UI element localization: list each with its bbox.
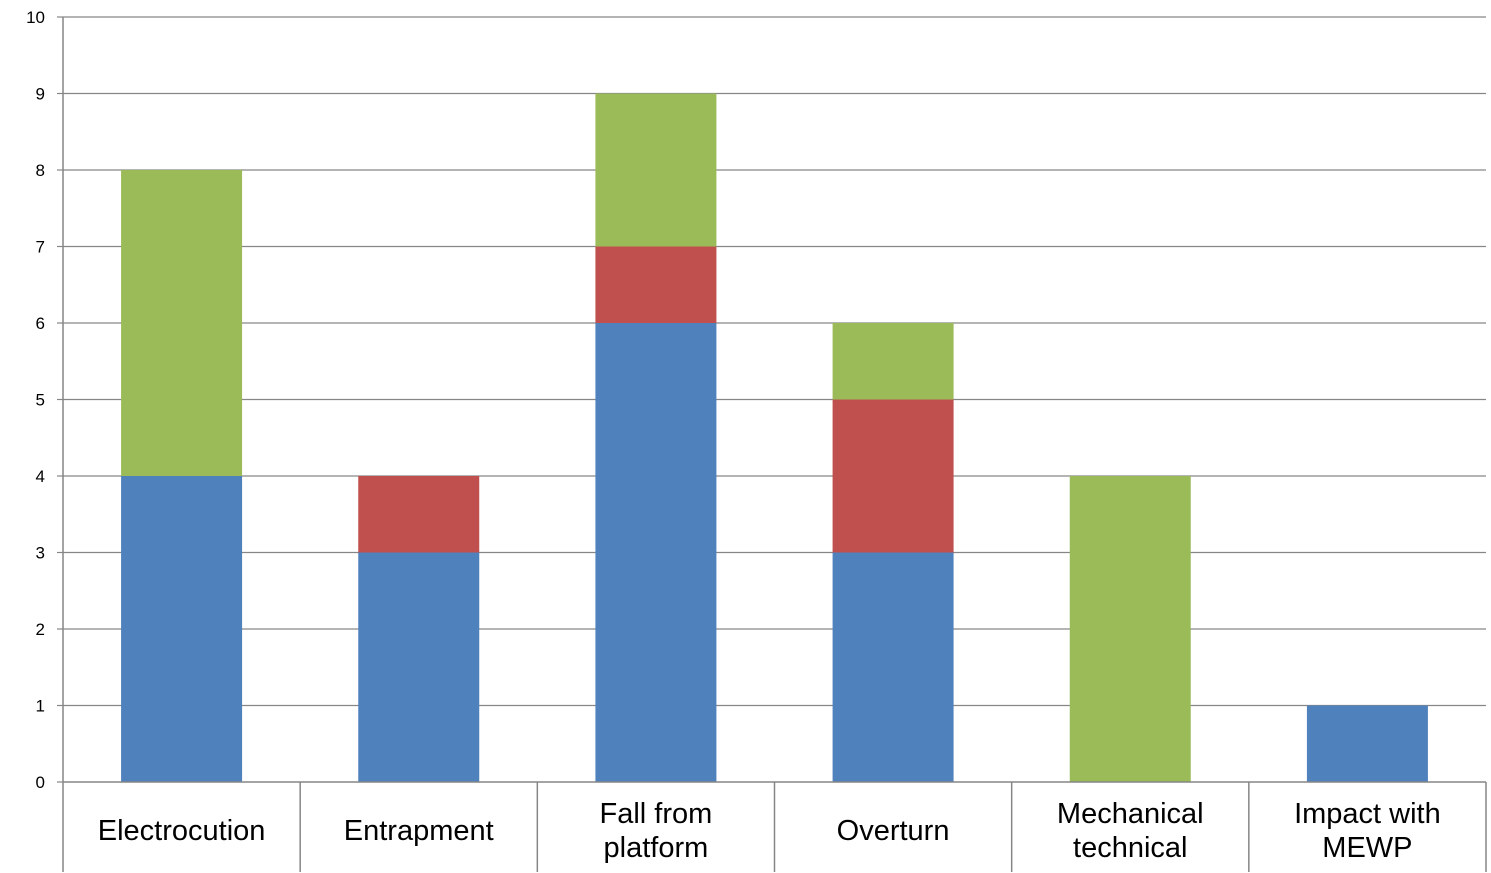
bar-segment [595, 93, 717, 247]
x-category-label-line: MEWP [1322, 832, 1412, 864]
axes [57, 16, 1487, 872]
x-category-label-line: Entrapment [344, 815, 494, 847]
bar-segment [595, 246, 717, 323]
y-tick-label: 8 [36, 161, 45, 180]
bar-segment [832, 399, 954, 553]
y-tick-label: 0 [36, 773, 45, 792]
x-category-label-line: Fall from [600, 798, 713, 830]
x-category-label: Electrocution [98, 815, 266, 847]
x-category-label-line: Electrocution [98, 815, 266, 847]
bar-segment [832, 552, 954, 782]
y-tick-label: 3 [36, 544, 45, 563]
x-category-label: Fall from platform [600, 798, 713, 864]
bar-segment [595, 323, 717, 782]
y-tick-label: 2 [36, 620, 45, 639]
x-category-label: Entrapment [344, 815, 494, 847]
x-category-label-line: platform [604, 832, 709, 864]
gridlines [63, 16, 1486, 707]
bar-segment [121, 476, 243, 782]
bar-segment [358, 476, 480, 553]
bars [121, 93, 1428, 782]
bar-segment [358, 552, 480, 782]
y-axis-ticks: 0 1 2 3 4 5 6 7 8 9 10 [26, 8, 45, 792]
x-axis-categories: Electrocution Entrapment Fall from platform… [98, 798, 1441, 864]
x-category-label-line: Impact with [1294, 798, 1441, 830]
bar-segment [1069, 476, 1191, 782]
x-category-label-line: Mechanical [1057, 798, 1204, 830]
x-category-label: Mechanical technical [1057, 798, 1204, 864]
bar-segment [121, 170, 243, 476]
y-tick-label: 4 [36, 467, 45, 486]
bar-segment [1306, 705, 1428, 782]
y-tick-label: 9 [36, 85, 45, 104]
y-tick-label: 7 [36, 238, 45, 257]
x-category-label: Overturn [837, 815, 950, 847]
bar-segment [832, 323, 954, 400]
y-tick-label: 1 [36, 697, 45, 716]
y-tick-label: 5 [36, 391, 45, 410]
y-tick-label: 10 [26, 8, 45, 27]
y-tick-label: 6 [36, 314, 45, 333]
x-category-label-line: technical [1073, 832, 1187, 864]
x-category-label-line: Overturn [837, 815, 950, 847]
x-category-label: Impact with MEWP [1294, 798, 1441, 864]
